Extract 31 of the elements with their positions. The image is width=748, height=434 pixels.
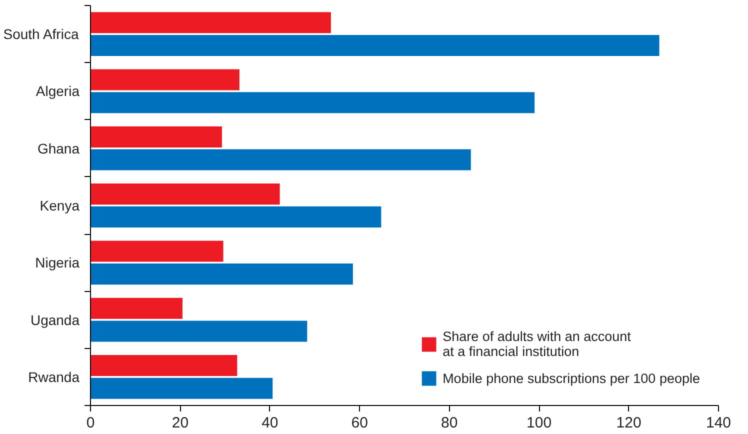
y-tick-label: South Africa <box>3 26 79 42</box>
x-tick-label: 60 <box>351 414 368 432</box>
bar <box>90 206 382 228</box>
y-tick-label: Ghana <box>37 140 80 156</box>
bar <box>90 184 280 205</box>
bar <box>90 264 353 285</box>
bar <box>90 92 535 114</box>
x-tick-label: 140 <box>706 414 732 432</box>
legend-label: Share of adults with an account at a financial institution <box>442 329 631 359</box>
bar <box>90 34 660 56</box>
x-tick-label: 100 <box>526 414 552 432</box>
bar <box>90 354 238 376</box>
y-tick-label: Rwanda <box>28 368 80 385</box>
y-tick-label: Algeria <box>36 83 80 100</box>
y-tick-label: Nigeria <box>35 254 80 271</box>
x-tick-label: 80 <box>441 414 458 432</box>
x-tick-label: 20 <box>172 414 189 432</box>
x-tick-label: 0 <box>86 414 95 432</box>
bar <box>90 149 471 170</box>
bar <box>90 240 224 262</box>
bar <box>90 378 273 399</box>
bar <box>90 69 240 90</box>
y-tick-label: Uganda <box>30 312 80 328</box>
x-tick-label: 40 <box>262 414 278 432</box>
bar <box>90 298 182 319</box>
bar <box>90 12 331 34</box>
bar <box>90 320 308 342</box>
x-tick-label: 120 <box>616 414 642 432</box>
bar <box>90 126 222 148</box>
y-tick-label: Kenya <box>40 198 80 214</box>
legend-label: Mobile phone subscriptions per 100 people <box>442 370 700 386</box>
